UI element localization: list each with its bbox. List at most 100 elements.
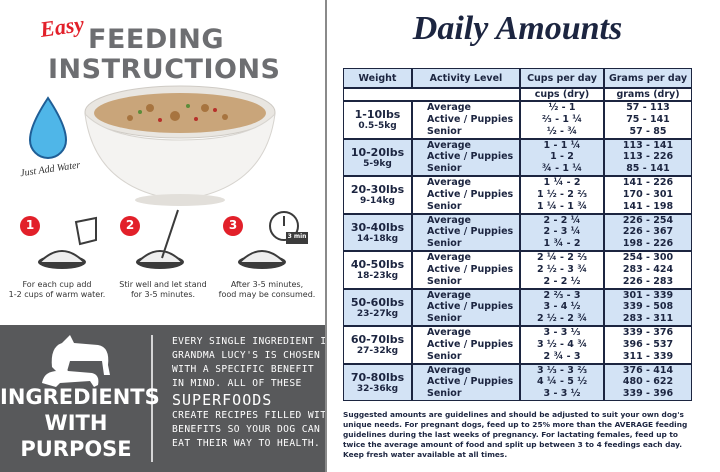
step-number: 3 [228,218,238,232]
banner: INGREDIENTS WITH PURPOSE EVERY SINGLE IN… [0,325,333,472]
step-number: 1 [25,218,35,232]
cups-value: 3 - 4 ½ [543,301,581,313]
grams-value: 283 - 424 [622,263,674,275]
step-text-line: 1-2 cups of warm water. [8,290,106,299]
cups-value: 2 ¾ - 3 [543,350,581,362]
group-column: Average Active / Puppies Senior [412,326,520,364]
weight-lbs: 30-40lbs [350,220,405,234]
grams-value: 301 - 339 [622,289,674,301]
group-column: 141 - 226 170 - 301 141 - 198 [604,176,692,214]
group-column: Average Active / Puppies Senior [412,251,520,289]
grams-value: 113 - 141 [622,139,674,151]
activity-value: Active / Puppies [427,113,514,125]
step-number: 2 [125,218,135,232]
grams-value: 226 - 254 [622,214,674,226]
activity-value: Average [427,327,471,339]
paragraph-line: EAT THEIR WAY TO HEALTH. [172,438,321,449]
group-column: Average Active / Puppies Senior [412,288,520,326]
group-column: 254 - 300 283 - 424 226 - 283 [604,251,692,289]
cups-value: 2 - 2 ¼ [543,214,581,226]
group-column: Average Active / Puppies Senior [412,101,520,139]
grams-value: 226 - 367 [622,226,674,238]
grams-value: 339 - 376 [622,327,674,339]
activity-value: Senior [427,275,462,287]
step-text: Stir well and let stand for 3-5 minutes. [108,280,218,300]
cups-value: ¾ - 1 ¼ [541,163,583,175]
table-header: Activity Level [412,68,520,88]
cups-value: 2 - 3 ¼ [543,226,581,238]
table-header: Grams per day [604,68,692,88]
group-column: Average Active / Puppies Senior [412,363,520,401]
activity-value: Active / Puppies [427,263,514,275]
activity-value: Average [427,364,471,376]
grams-value: 57 - 85 [629,125,667,137]
cups-value: 2 - 2 ½ [543,275,581,287]
grams-value: 75 - 141 [626,113,670,125]
table-header: Weight [343,68,412,88]
weight-lbs: 1-10lbs [354,108,401,122]
cups-value: 3 ⅓ - 3 ⅔ [536,364,588,376]
cups-value: 2 ¼ - 2 ⅔ [536,252,588,264]
group-column: 57 - 113 75 - 141 57 - 85 [604,101,692,139]
grams-value: 283 - 311 [622,313,674,325]
group-column: Average Active / Puppies Senior [412,138,520,176]
illustrations [20,85,308,269]
group-column: 301 - 339 339 - 508 283 - 311 [604,288,692,326]
grams-value: 311 - 339 [622,350,674,362]
weight-kg: 9-14kg [360,196,395,207]
right-title: Daily Amounts [412,10,623,47]
activity-value: Active / Puppies [427,338,514,350]
cups-value: 3 ½ - 4 ¾ [536,338,588,350]
table-subheader: grams (dry) [604,88,692,101]
group-column: Average Active / Puppies Senior [412,213,520,251]
weight-kg: 23-27kg [356,308,399,319]
cups-value: 1 - 2 [550,151,574,163]
activity-value: Active / Puppies [427,151,514,163]
paragraph: EVERY SINGLE INGREDIENT IN GRANDMA LUCY'S… [172,335,333,451]
weight-kg: 32-36kg [356,383,399,394]
group-column: 226 - 254 226 - 367 198 - 226 [604,213,692,251]
weight-lbs: 50-60lbs [350,295,405,309]
paragraph-line: CREATE RECIPES FILLED WITH [172,410,333,421]
cups-value: 3 - 3 ⅓ [543,327,581,339]
activity-value: Senior [427,350,462,362]
paragraph-line: BENEFITS SO YOUR DOG CAN [172,424,321,435]
table-header: Cups per day [520,68,604,88]
step-text-line: After 3-5 minutes, [230,280,304,289]
grams-value: 198 - 226 [622,238,674,250]
banner-line: INGREDIENTS [0,385,160,409]
activity-value: Average [427,252,471,264]
cups-value: ½ - ¾ [546,125,578,137]
weight-lbs: 40-50lbs [350,258,405,272]
group-column: 376 - 414 480 - 622 339 - 396 [604,363,692,401]
weight-cell: 20-30lbs 9-14kg [343,176,412,214]
group-column: Average Active / Puppies Senior [412,176,520,214]
grams-value: 480 - 622 [622,376,674,388]
grams-value: 141 - 226 [622,177,674,189]
activity-value: Senior [427,313,462,325]
step-text-line: food may be consumed. [218,290,316,299]
weight-kg: 0.5-5kg [358,121,397,132]
feeding-table: Weight Activity Level Cups per day Grams pe… [343,68,692,401]
activity-value: Active / Puppies [427,226,514,238]
cups-value: 1 ¾ - 2 [543,238,581,250]
step-text-line: Stir well and let stand [119,280,207,289]
banner-graphics [42,335,153,462]
weight-kg: 5-9kg [363,158,392,169]
paragraph-line: SUPERFOODS [172,391,273,409]
weight-lbs: 60-70lbs [350,333,405,347]
weight-cell: 50-60lbs 23-27kg [343,288,412,326]
cups-value: 2 ½ - 2 ¾ [536,313,588,325]
activity-value: Senior [427,238,462,250]
cups-value: 2 ½ - 3 ¾ [536,263,588,275]
table-subheader: cups (dry) [520,88,604,101]
activity-value: Average [427,214,471,226]
table-subheader-blank [343,88,520,101]
paragraph-line: GRANDMA LUCY'S IS CHOSEN [172,350,321,361]
cups-value: 3 - 3 ½ [543,388,581,400]
banner-line: PURPOSE [20,437,132,461]
cups-value: ½ - 1 [548,102,576,114]
weight-cell: 1-10lbs 0.5-5kg [343,101,412,139]
